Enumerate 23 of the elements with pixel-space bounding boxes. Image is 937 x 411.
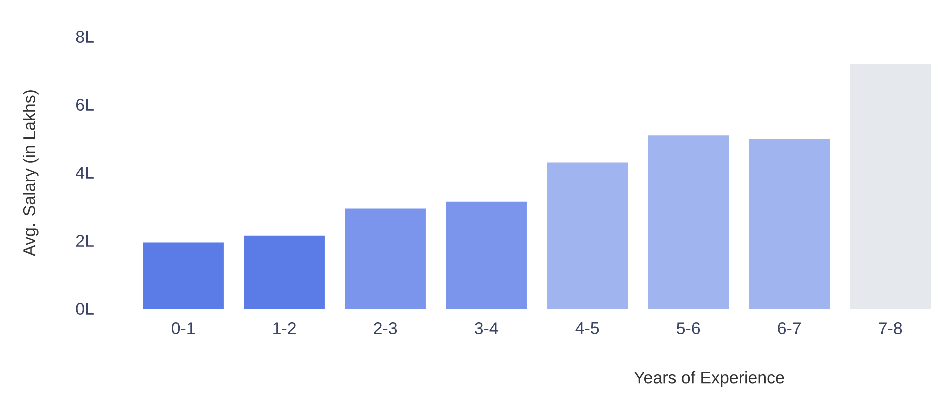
y-axis-title: Avg. Salary (in Lakhs) — [23, 90, 39, 256]
bar — [446, 202, 527, 309]
y-tick-label: 4L — [76, 167, 94, 179]
bar — [143, 242, 224, 309]
x-tick-label: 6-7 — [778, 322, 801, 335]
x-tick-label: 4-5 — [576, 322, 600, 334]
x-tick-label: 7-8 — [879, 322, 902, 335]
x-tick-label: 3-4 — [474, 322, 498, 335]
y-tick-label: 6L — [76, 99, 94, 112]
x-axis-title: Years of Experience — [634, 371, 784, 388]
bar — [345, 208, 426, 309]
y-tick-label: 0L — [76, 303, 94, 315]
x-tick-label: 2-3 — [374, 322, 398, 335]
bar — [850, 64, 932, 309]
x-tick-label: 0-1 — [172, 322, 195, 335]
x-tick-label: 1-2 — [274, 322, 296, 334]
y-tick-label: 2L — [76, 235, 94, 247]
bar — [648, 136, 729, 309]
bar — [749, 139, 830, 309]
y-tick-label: 8L — [76, 31, 94, 44]
bar — [244, 236, 325, 309]
bar — [547, 162, 628, 309]
x-tick-label: 5-6 — [677, 322, 700, 335]
